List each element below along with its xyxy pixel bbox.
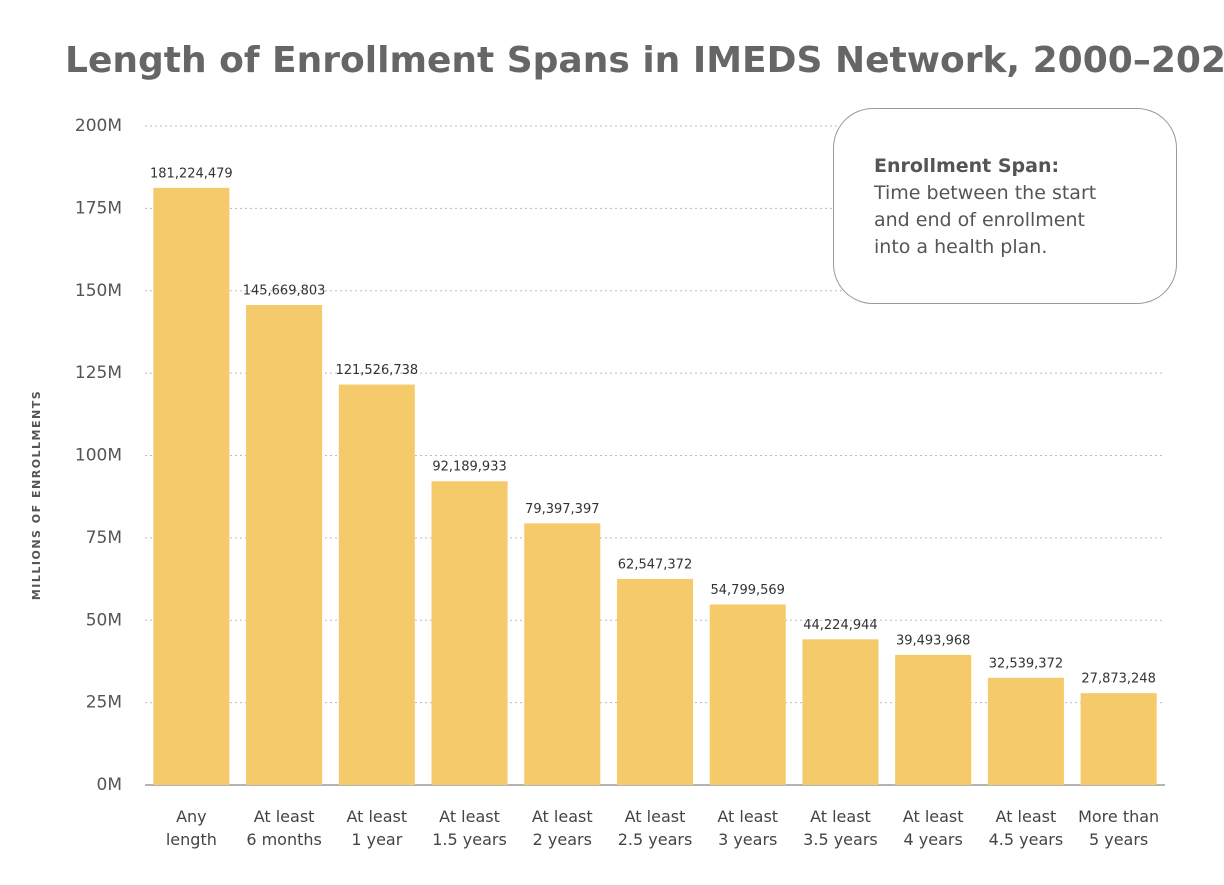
bar <box>524 523 601 785</box>
y-tick-label: 125M <box>75 363 122 383</box>
bar <box>802 639 879 785</box>
value-label: 121,526,738 <box>335 363 418 378</box>
y-axis-label: MILLIONS OF ENROLLMENTS <box>30 390 43 600</box>
bar <box>246 305 323 785</box>
value-label: 32,539,372 <box>989 656 1063 671</box>
bar <box>338 384 415 785</box>
bar <box>1080 693 1157 785</box>
value-label: 181,224,479 <box>150 166 233 181</box>
y-tick-label: 100M <box>75 446 122 466</box>
x-tick-label: At least 3 years <box>717 807 779 849</box>
x-tick-label: At least 6 months <box>246 807 322 849</box>
y-tick-label: 200M <box>75 116 122 136</box>
y-tick-label: 0M <box>97 775 122 795</box>
y-tick-label: 175M <box>75 198 122 218</box>
x-tick-label: At least 4 years <box>902 807 964 849</box>
x-tick-label: Any length <box>165 807 217 849</box>
value-label: 62,547,372 <box>618 557 692 572</box>
x-tick-label: At least 1 year <box>346 807 408 849</box>
bar <box>616 578 694 785</box>
bar <box>987 677 1064 785</box>
value-label: 39,493,968 <box>896 633 970 648</box>
x-tick-label: At least 4.5 years <box>988 807 1064 849</box>
bar <box>895 654 972 785</box>
value-label: 27,873,248 <box>1081 672 1155 687</box>
y-tick-label: 25M <box>86 693 122 713</box>
annotation-title: Enrollment Span: <box>874 155 1060 177</box>
bar <box>153 187 230 785</box>
annotation-text: Time between the start and end of enroll… <box>874 182 1097 258</box>
chart-title: Length of Enrollment Spans in IMEDS Netw… <box>65 40 1224 81</box>
y-tick-label: 50M <box>86 610 122 630</box>
y-tick-label: 150M <box>75 281 122 301</box>
x-tick-label: At least 2.5 years <box>617 807 693 849</box>
value-label: 44,224,944 <box>803 618 877 633</box>
value-label: 145,669,803 <box>243 284 326 299</box>
bar <box>709 604 786 785</box>
x-tick-label: At least 3.5 years <box>803 807 878 849</box>
x-tick-label: At least 1.5 years <box>432 807 507 849</box>
y-tick-label: 75M <box>86 528 122 548</box>
bar <box>431 481 508 785</box>
x-tick-label: At least 2 years <box>531 807 593 849</box>
value-label: 54,799,569 <box>711 583 785 598</box>
x-tick-label: More than 5 years <box>1078 807 1160 849</box>
annotation-box: Enrollment Span: Time between the start … <box>833 108 1177 304</box>
value-label: 79,397,397 <box>525 502 599 517</box>
value-label: 92,189,933 <box>432 460 506 475</box>
